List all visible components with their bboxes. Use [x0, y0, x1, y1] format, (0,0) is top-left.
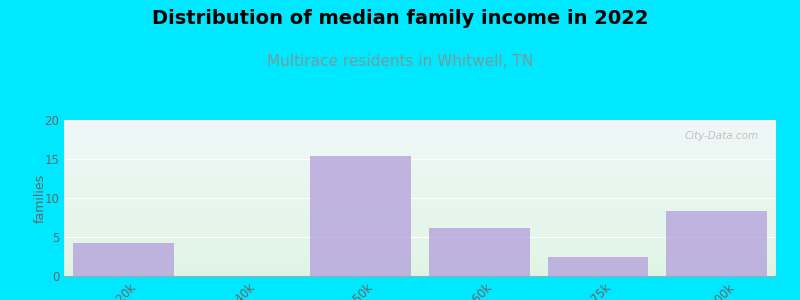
Text: Distribution of median family income in 2022: Distribution of median family income in … — [152, 9, 648, 28]
Bar — [73, 243, 174, 276]
Bar — [666, 211, 767, 276]
Text: City-Data.com: City-Data.com — [684, 131, 758, 141]
Bar — [429, 228, 530, 276]
Text: Multirace residents in Whitwell, TN: Multirace residents in Whitwell, TN — [267, 54, 533, 69]
Y-axis label: families: families — [34, 173, 46, 223]
Bar — [310, 156, 411, 276]
Bar — [547, 256, 649, 276]
